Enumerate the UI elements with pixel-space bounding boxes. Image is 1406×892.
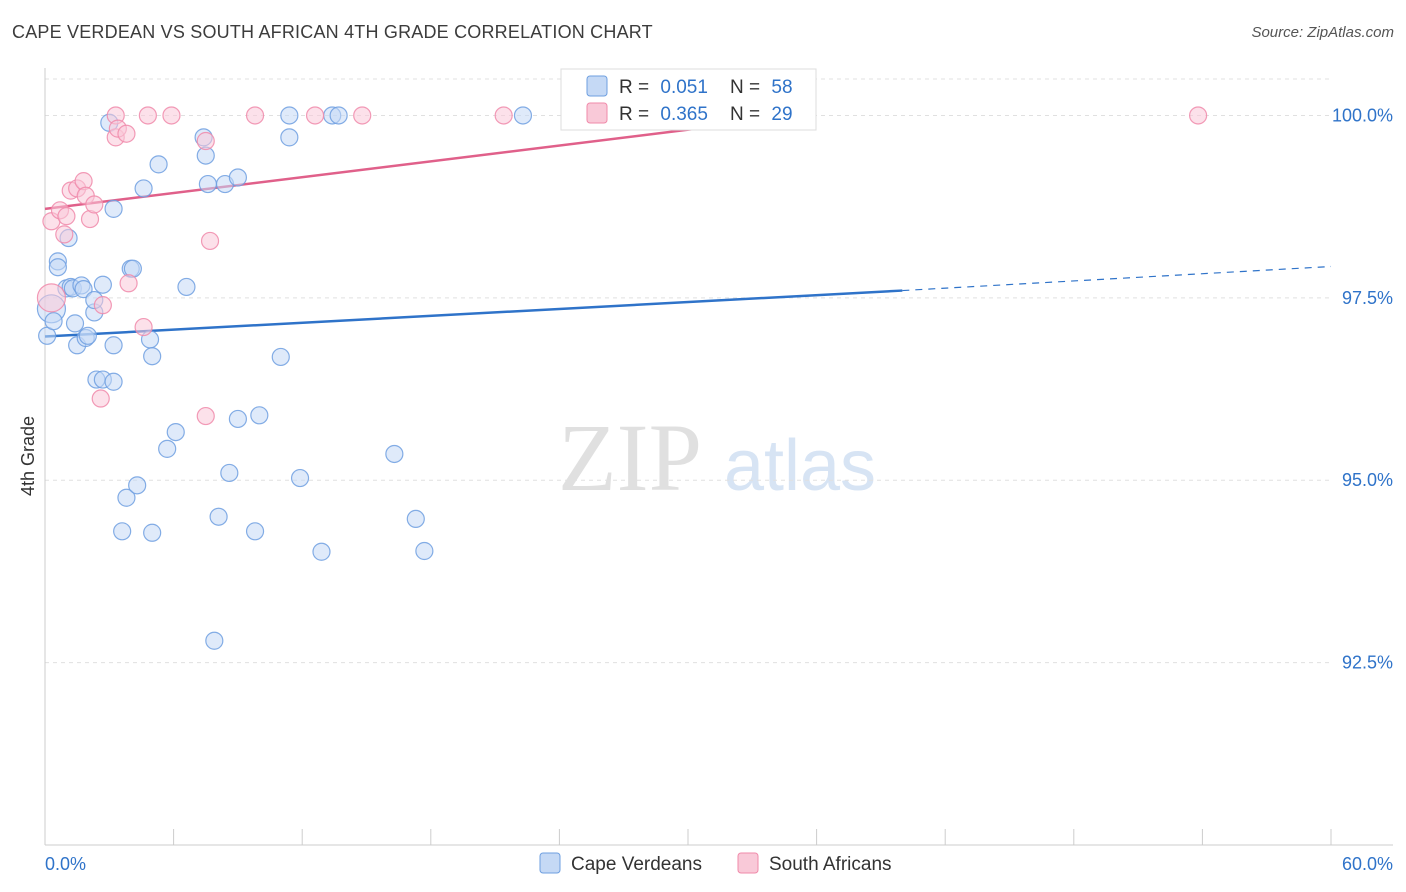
data-point xyxy=(65,314,85,333)
data-point xyxy=(93,275,112,294)
watermark-zip: ZIP xyxy=(558,404,702,511)
data-point xyxy=(245,522,265,541)
trend-line xyxy=(44,289,903,338)
data-point xyxy=(228,168,247,187)
data-point xyxy=(119,274,138,293)
legend-swatch-cape-verdeans xyxy=(539,852,561,874)
data-point xyxy=(1189,106,1208,125)
legend-r-value: 0.051 xyxy=(660,77,708,98)
data-point xyxy=(93,296,112,315)
series-cape-verdeans xyxy=(36,106,533,650)
data-point xyxy=(280,128,299,147)
data-point xyxy=(494,106,513,125)
data-point xyxy=(198,174,217,194)
axes xyxy=(44,68,1393,846)
data-point xyxy=(104,372,123,391)
legend-label-south-africans: South Africans xyxy=(769,854,892,875)
y-tick-labels: 100.0% 97.5% 95.0% 92.5% xyxy=(1332,105,1393,672)
data-point xyxy=(48,258,67,277)
data-point xyxy=(134,179,153,198)
data-points xyxy=(36,106,1208,650)
legend-n-value: 58 xyxy=(771,77,792,98)
data-point xyxy=(406,509,425,529)
trend-line xyxy=(44,117,774,211)
data-point xyxy=(78,326,97,345)
data-point xyxy=(158,439,177,458)
data-point xyxy=(305,106,325,125)
data-point xyxy=(196,131,215,151)
y-tick-label: 97.5% xyxy=(1342,288,1393,308)
data-point xyxy=(104,199,123,218)
data-point xyxy=(143,523,162,542)
data-point xyxy=(55,225,74,244)
data-point xyxy=(134,317,153,337)
gridlines xyxy=(45,78,1331,664)
data-point xyxy=(177,277,196,297)
data-point xyxy=(117,124,136,143)
legend-n-label: N = xyxy=(730,104,760,125)
data-point xyxy=(415,541,434,561)
y-tick-label: 95.0% xyxy=(1342,470,1393,490)
data-point xyxy=(128,476,147,495)
legend-r-label: R = xyxy=(619,104,649,125)
data-point xyxy=(196,406,215,426)
data-point xyxy=(113,522,132,541)
data-point xyxy=(209,507,228,526)
data-point xyxy=(44,312,63,331)
data-point xyxy=(205,631,224,650)
data-point xyxy=(166,422,185,442)
data-point xyxy=(312,542,331,561)
legend-r-label: R = xyxy=(619,77,649,98)
data-point xyxy=(271,347,290,367)
data-point xyxy=(220,463,239,483)
legend-swatch-south-africans xyxy=(737,852,759,874)
data-point xyxy=(329,106,348,125)
svg-text:R = 0.365: R = 0.365 xyxy=(619,104,708,125)
data-point xyxy=(91,389,110,408)
svg-text:N = 58: N = 58 xyxy=(730,77,793,98)
svg-text:N = 29: N = 29 xyxy=(730,104,793,125)
data-point xyxy=(250,406,269,425)
data-point xyxy=(85,195,104,214)
y-tick-label: 100.0% xyxy=(1332,105,1393,125)
svg-text:R = 0.051: R = 0.051 xyxy=(619,77,708,98)
watermark-atlas: atlas xyxy=(724,426,876,506)
x-tick-label: 60.0% xyxy=(1342,854,1393,874)
data-point xyxy=(117,488,136,507)
series-legend: Cape Verdeans South Africans xyxy=(539,852,892,875)
legend-r-value: 0.365 xyxy=(660,104,708,125)
data-point xyxy=(36,283,67,313)
data-point xyxy=(200,231,220,251)
trend-line-extension xyxy=(902,265,1332,292)
legend-swatch-south-africans xyxy=(586,102,608,124)
chart-title: CAPE VERDEAN VS SOUTH AFRICAN 4TH GRADE … xyxy=(12,22,653,42)
data-point xyxy=(353,106,372,125)
data-point xyxy=(280,106,299,125)
data-point xyxy=(57,207,76,226)
legend-n-value: 29 xyxy=(771,104,792,125)
data-point xyxy=(104,336,123,355)
data-point xyxy=(74,280,93,299)
data-point xyxy=(513,106,533,125)
legend-swatch-cape-verdeans xyxy=(586,75,608,97)
data-point xyxy=(385,444,404,464)
data-point xyxy=(245,106,265,125)
data-point xyxy=(162,106,181,125)
source-label: Source: ZipAtlas.com xyxy=(1251,24,1394,41)
x-tick-label: 0.0% xyxy=(45,854,86,874)
data-point xyxy=(290,468,310,488)
y-axis-label: 4th Grade xyxy=(18,416,38,496)
data-point xyxy=(138,106,157,125)
x-tick-labels: 0.0% 60.0% xyxy=(45,854,1393,874)
legend-n-label: N = xyxy=(730,77,760,98)
trend-lines xyxy=(44,117,1332,338)
y-tick-label: 92.5% xyxy=(1342,653,1393,673)
data-point xyxy=(149,155,168,174)
data-point xyxy=(228,409,247,429)
data-point xyxy=(143,347,162,366)
legend-label-cape-verdeans: Cape Verdeans xyxy=(571,854,702,875)
stats-legend: R = 0.051 N = 58 R = 0.365 N = 29 xyxy=(560,68,817,131)
